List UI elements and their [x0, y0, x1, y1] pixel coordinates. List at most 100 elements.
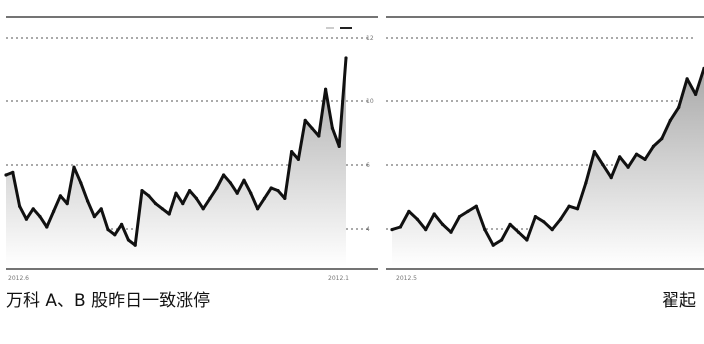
data-point: [474, 204, 478, 208]
y-tick-label: 6: [366, 162, 370, 169]
data-point: [407, 209, 411, 213]
data-point: [92, 215, 96, 219]
data-point: [525, 238, 529, 242]
data-point: [310, 126, 314, 130]
data-point: [441, 222, 445, 226]
data-point: [324, 87, 328, 91]
data-point: [140, 189, 144, 193]
data-point: [542, 220, 546, 224]
x-end-label: 2012.1: [328, 275, 349, 282]
data-point: [424, 228, 428, 232]
data-point: [626, 165, 630, 169]
data-point: [65, 202, 69, 206]
data-point: [215, 186, 219, 190]
data-point: [228, 181, 232, 185]
data-point: [99, 207, 103, 211]
data-point: [432, 212, 436, 216]
data-point: [677, 105, 681, 109]
data-point: [269, 186, 273, 190]
y-tick-label: 12: [366, 35, 374, 42]
data-point: [398, 225, 402, 229]
data-point: [303, 118, 307, 122]
data-point: [317, 134, 321, 138]
data-point: [668, 118, 672, 122]
data-point: [4, 173, 8, 177]
data-point: [160, 207, 164, 211]
data-point: [11, 170, 15, 174]
data-point: [550, 228, 554, 232]
data-point: [79, 181, 83, 185]
data-point: [256, 207, 260, 211]
data-point: [181, 202, 185, 206]
left-stock-chart: 12 10 6 4 2012.6 2012.1: [4, 16, 378, 282]
data-point: [609, 176, 613, 180]
data-point: [330, 126, 334, 130]
y-tick-label: 4: [366, 226, 370, 233]
data-point: [276, 189, 280, 193]
data-point: [242, 178, 246, 182]
data-point: [660, 137, 664, 141]
data-point: [643, 157, 647, 161]
data-point: [106, 228, 110, 232]
data-point: [508, 222, 512, 226]
data-point: [58, 194, 63, 198]
data-point: [618, 155, 622, 159]
data-point: [449, 230, 453, 234]
data-point: [147, 194, 151, 198]
data-point: [52, 209, 56, 213]
data-point: [601, 163, 605, 167]
data-point: [235, 191, 239, 195]
data-point: [120, 222, 124, 226]
data-point: [567, 204, 571, 208]
data-point: [559, 217, 563, 221]
data-point: [575, 207, 580, 211]
data-point: [38, 215, 42, 219]
data-point: [113, 233, 117, 237]
data-point: [208, 196, 212, 200]
data-point: [337, 144, 341, 148]
data-point: [24, 217, 28, 221]
x-start-label: 2012.5: [396, 275, 417, 282]
data-point: [174, 191, 178, 195]
data-point: [651, 144, 656, 148]
data-point: [685, 77, 689, 81]
data-point: [466, 209, 470, 213]
data-point: [31, 207, 35, 211]
data-point: [516, 230, 521, 234]
data-point: [344, 56, 348, 60]
left-chart-caption: 万科 A、B 股昨日一致涨停: [6, 291, 211, 311]
data-point: [188, 189, 192, 193]
data-point: [390, 228, 394, 232]
data-point: [45, 225, 49, 229]
data-point: [167, 212, 171, 216]
data-point: [283, 196, 287, 200]
data-point: [592, 150, 597, 154]
right-stock-chart: 2012.5: [386, 16, 704, 282]
series-area: [392, 68, 704, 267]
data-point: [584, 181, 588, 185]
data-point: [249, 191, 253, 195]
data-point: [694, 92, 698, 96]
series-line: [391, 67, 704, 247]
data-point: [491, 243, 495, 247]
data-point: [483, 228, 487, 232]
data-point: [415, 217, 419, 221]
data-point: [201, 207, 205, 211]
data-point: [133, 243, 137, 247]
series-area: [6, 58, 346, 266]
data-point: [262, 196, 266, 200]
data-point: [86, 199, 90, 203]
data-point: [457, 215, 462, 219]
data-point: [154, 202, 158, 206]
data-point: [533, 215, 538, 219]
data-point: [194, 196, 198, 200]
right-chart-caption: 翟起: [662, 291, 696, 311]
x-start-label: 2012.6: [8, 275, 29, 282]
data-point: [634, 152, 639, 156]
y-tick-label: 10: [366, 98, 374, 105]
data-point: [296, 157, 300, 161]
data-point: [18, 204, 22, 208]
data-point: [500, 238, 504, 242]
data-point: [222, 173, 226, 177]
data-point: [290, 150, 294, 154]
